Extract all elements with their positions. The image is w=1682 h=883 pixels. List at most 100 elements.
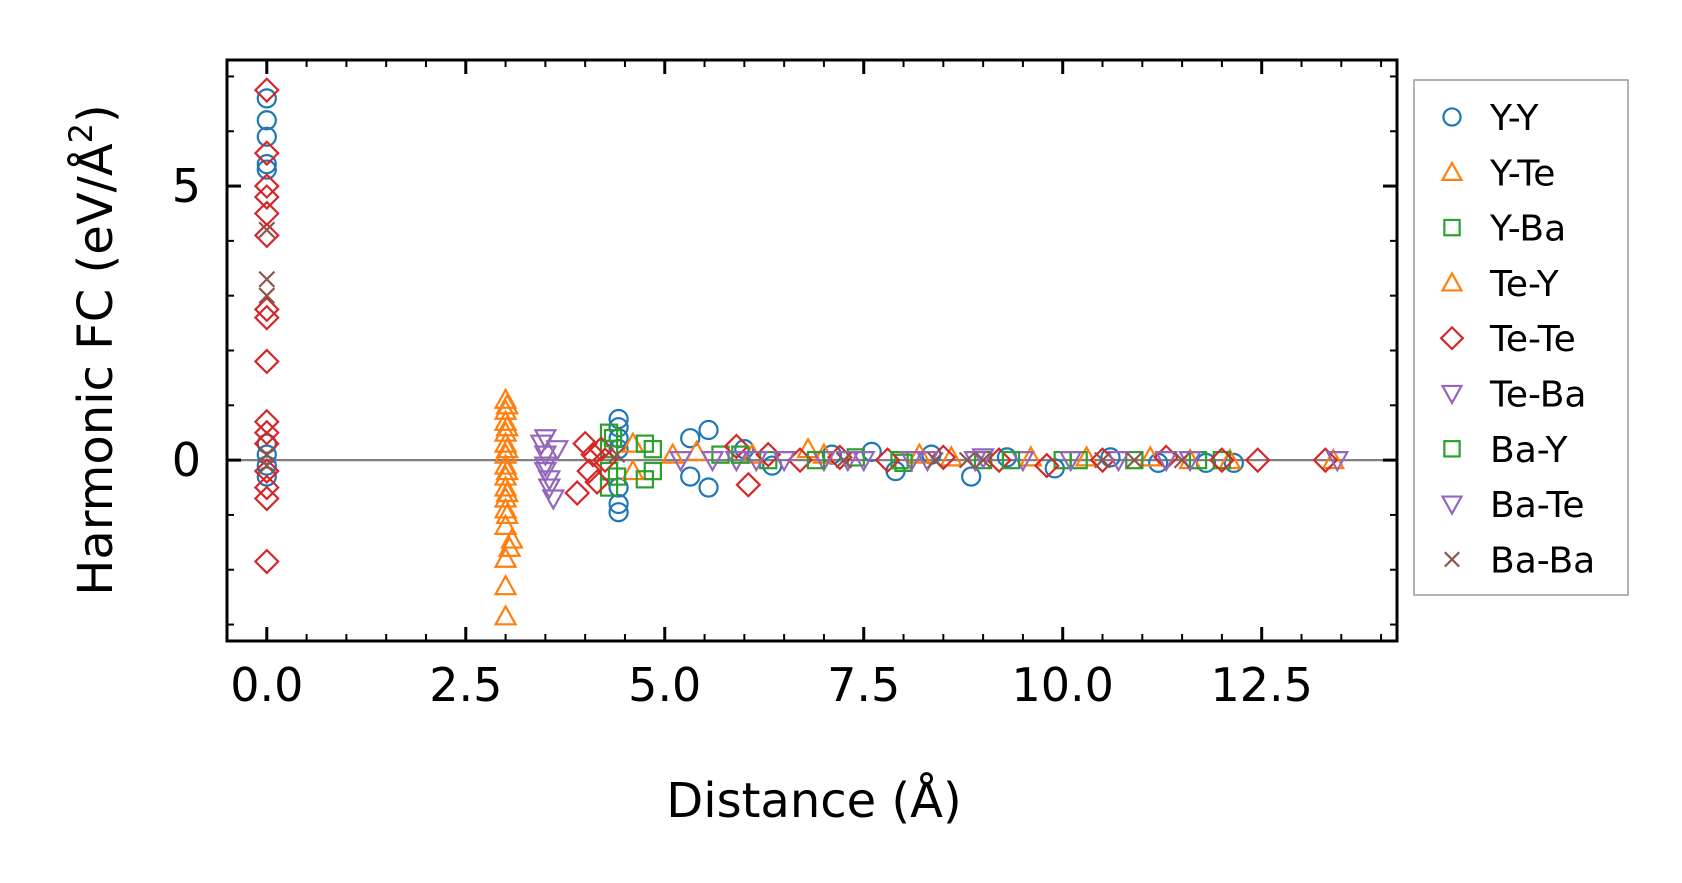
axes-frame <box>225 58 1399 643</box>
legend-label: Te-Y <box>1489 264 1560 305</box>
data-point-Ba-Te-8 <box>1058 451 1083 473</box>
data-point-Y-Y-12 <box>608 439 629 460</box>
data-point-Y-Y-18 <box>698 419 719 441</box>
data-point-Y-Y-11 <box>608 428 629 449</box>
data-point-Te-Y-5 <box>495 502 520 525</box>
legend-label: Y-Y <box>1489 98 1539 139</box>
axis-ticks <box>226 60 1397 641</box>
data-point-Y-Te-12 <box>493 546 518 568</box>
data-point-Y-Ba-1 <box>599 439 619 459</box>
legend-marker-Y-Y <box>1442 107 1462 127</box>
data-point-Te-Te-17 <box>572 430 599 457</box>
data-point-Y-Te-14 <box>493 604 518 626</box>
data-point-Ba-Te-2 <box>537 470 562 492</box>
data-point-Te-Ba-5 <box>545 440 570 462</box>
data-point-Te-Te-16 <box>564 480 591 506</box>
data-point-Y-Te-24 <box>1321 447 1346 470</box>
x-tick-label: 2.5 <box>429 658 502 712</box>
tick-labels: 0.0 2.5 5.0 7.5 10.0 12.5 0 5 <box>172 159 1313 712</box>
x-tick-label: 12.5 <box>1210 658 1312 712</box>
series-Ba-Te <box>529 434 1202 492</box>
legend-entry-Te-Te: Te-Te <box>1439 319 1576 360</box>
data-point-Te-Te-20 <box>584 469 611 496</box>
x-tick-label: 5.0 <box>628 658 701 712</box>
data-point-Y-Te-4 <box>493 431 518 453</box>
data-point-Y-Y-0 <box>256 88 277 109</box>
data-point-Ba-Te-1 <box>533 456 558 478</box>
data-point-Te-Te-22 <box>592 447 619 474</box>
data-point-Te-Y-10 <box>939 445 964 467</box>
data-point-Te-Te-18 <box>576 458 603 485</box>
data-point-Te-Ba-4 <box>541 489 566 511</box>
data-point-Te-Ba-10 <box>851 451 876 473</box>
legend-entry-Y-Y: Y-Y <box>1442 98 1539 139</box>
plot-frame <box>225 58 1399 643</box>
legend-marker-Y-Ba <box>1443 218 1461 237</box>
data-point-Te-Te-34 <box>1208 447 1235 474</box>
legend-marker-Ba-Te <box>1440 495 1464 516</box>
data-point-Te-Te-14 <box>253 485 280 512</box>
data-point-Y-Y-16 <box>680 428 701 449</box>
data-point-Te-Ba-13 <box>1011 451 1035 473</box>
data-point-Te-Ba-14 <box>1106 451 1131 473</box>
series-Te-Y <box>495 393 1202 549</box>
data-point-Ba-Y-6 <box>890 450 909 470</box>
data-point-Ba-Ba-4 <box>258 457 276 474</box>
data-point-Ba-Y-0 <box>603 429 623 448</box>
data-point-Ba-Y-1 <box>607 467 627 486</box>
data-point-Y-Y-4 <box>256 159 277 180</box>
series-Ba-Ba <box>258 221 1191 474</box>
legend-label: Y-Te <box>1489 153 1555 194</box>
data-point-Ba-Ba-1 <box>258 270 276 288</box>
data-point-Ba-Te-4 <box>744 451 769 473</box>
x-tick-label: 0.0 <box>230 658 303 712</box>
legend-entry-Y-Te: Y-Te <box>1440 153 1555 194</box>
legend-label: Ba-Te <box>1490 485 1584 526</box>
data-point-Te-Ba-6 <box>668 451 693 473</box>
series-Y-Te <box>493 387 1346 626</box>
data-point-Te-Te-19 <box>580 441 607 468</box>
legend-label: Ba-Y <box>1490 430 1568 471</box>
data-point-Y-Te-21 <box>1019 445 1043 467</box>
data-point-Ba-Te-9 <box>1178 451 1202 473</box>
legend-entry-Te-Ba: Te-Ba <box>1440 375 1587 416</box>
data-point-Te-Te-28 <box>874 447 901 474</box>
data-point-Te-Y-7 <box>684 439 709 461</box>
data-point-Te-Y-0 <box>495 393 520 415</box>
data-point-Te-Te-31 <box>1033 452 1060 479</box>
data-point-Y-Y-2 <box>256 126 277 147</box>
x-tick-label: 10.0 <box>1012 658 1114 712</box>
data-point-Te-Te-4 <box>253 200 280 227</box>
legend-label: Y-Ba <box>1489 209 1566 250</box>
data-point-Ba-Te-3 <box>700 451 725 473</box>
data-point-Y-Y-15 <box>608 502 629 523</box>
data-point-Y-Y-26 <box>961 466 982 487</box>
data-point-Y-Y-13 <box>608 477 629 498</box>
data-point-Ba-Ba-10 <box>1094 451 1111 469</box>
legend-entry-Y-Ba: Y-Ba <box>1443 209 1566 250</box>
data-point-Te-Y-6 <box>500 527 524 549</box>
data-point-Te-Te-30 <box>986 447 1012 474</box>
data-point-Ba-Ba-8 <box>958 451 976 469</box>
data-point-Ba-Te-7 <box>963 451 988 473</box>
y-axis-label-close: ) <box>68 104 124 123</box>
data-point-Te-Te-5 <box>253 222 280 249</box>
data-point-Te-Te-24 <box>735 471 762 498</box>
data-point-Te-Te-7 <box>253 304 280 331</box>
legend-marker-Ba-Y <box>1443 440 1461 458</box>
legend-marker-Te-Ba <box>1440 384 1464 406</box>
data-point-Y-Y-10 <box>608 417 629 438</box>
data-point-Te-Te-15 <box>253 548 280 575</box>
legend-entry-Ba-Y: Ba-Y <box>1443 430 1568 471</box>
data-point-Y-Te-2 <box>493 409 518 431</box>
legend-label: Te-Ba <box>1489 375 1587 416</box>
data-point-Ba-Ba-9 <box>974 451 992 469</box>
data-point-Ba-Ba-7 <box>926 451 944 469</box>
data-point-Y-Te-20 <box>907 442 932 464</box>
data-point-Ba-Y-3 <box>635 470 655 489</box>
data-point-Y-Te-11 <box>493 513 518 535</box>
data-point-Y-Te-8 <box>493 475 518 497</box>
legend-label: Te-Te <box>1489 319 1576 360</box>
y-axis-label-superscript: 2 <box>62 123 100 143</box>
